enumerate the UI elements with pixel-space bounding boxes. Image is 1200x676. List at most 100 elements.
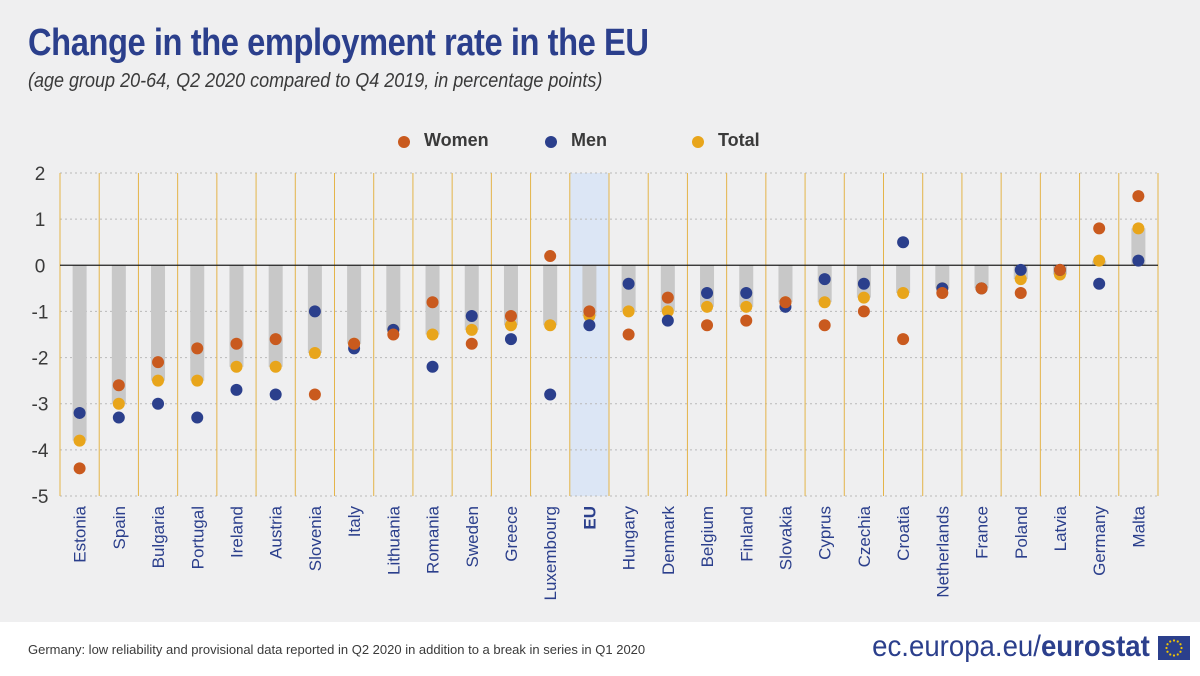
men-dot	[152, 397, 165, 410]
footer: Germany: low reliability and provisional…	[0, 622, 1200, 676]
total-dot	[1132, 222, 1145, 235]
total-dot	[112, 397, 125, 410]
men-dot	[308, 305, 321, 318]
flag-star	[1179, 650, 1182, 653]
x-tick-label: Spain	[110, 506, 129, 549]
x-tick-label: Latvia	[1051, 505, 1070, 551]
men-dot	[622, 277, 635, 290]
men-dot	[583, 319, 596, 332]
women-dot	[779, 296, 792, 309]
x-tick-label: Slovenia	[306, 505, 325, 571]
men-dot	[269, 388, 282, 401]
total-dot	[269, 360, 282, 373]
flag-star	[1179, 643, 1182, 646]
chart-title: Change in the employment rate in the EU	[28, 22, 649, 64]
flag-star	[1169, 653, 1172, 656]
women-dot	[975, 282, 988, 295]
chart-area: 2 1 0 -1 -2 -3 -4 -5 Estonia Spain Bulgaria Portug…	[32, 130, 1159, 601]
x-tick-label: Portugal	[188, 506, 207, 569]
women-dot	[661, 291, 674, 304]
eu-highlight-band	[569, 173, 609, 496]
x-tick-label: Netherlands	[933, 506, 952, 598]
total-dot	[230, 360, 243, 373]
legend-label-men: Men	[571, 130, 607, 150]
total-dot	[857, 291, 870, 304]
men-dot	[230, 383, 243, 396]
men-dot	[740, 286, 753, 299]
x-tick-label: France	[973, 506, 992, 559]
flag-star	[1165, 646, 1168, 650]
total-bar	[151, 265, 166, 381]
women-dot	[112, 379, 125, 392]
women-dot	[740, 314, 753, 327]
total-bar	[700, 265, 715, 307]
total-bar	[896, 265, 911, 293]
flag-star	[1166, 643, 1169, 646]
women-dot	[191, 342, 204, 355]
women-dot	[269, 333, 282, 346]
x-tick-label: Estonia	[71, 505, 90, 562]
total-dot	[818, 296, 831, 309]
y-tick-label: -1	[32, 302, 49, 323]
footnote: Germany: low reliability and provisional…	[28, 642, 646, 657]
chart-subtitle: (age group 20-64, Q2 2020 compared to Q4…	[28, 70, 603, 92]
men-dot	[73, 406, 86, 419]
men-dot	[465, 310, 478, 323]
brand-prefix: ec.europa.eu/	[872, 630, 1042, 663]
x-tick-label: Bulgaria	[149, 505, 168, 568]
x-tick-label: EU	[580, 506, 599, 530]
total-bar	[111, 265, 126, 404]
x-tick-label: Luxembourg	[541, 506, 560, 601]
total-dot	[73, 434, 86, 447]
x-tick-label: Lithuania	[384, 505, 403, 575]
women-dot	[73, 462, 86, 475]
total-dot	[465, 323, 478, 336]
women-dot	[152, 356, 165, 369]
x-tick-label: Slovakia	[776, 505, 795, 570]
women-dot	[936, 286, 949, 299]
men-dot	[857, 277, 870, 290]
x-tick-label: Hungary	[620, 506, 639, 571]
total-bar	[503, 265, 518, 326]
women-dot	[583, 305, 596, 318]
men-dot	[112, 411, 125, 424]
women-dot	[426, 296, 439, 309]
women-dot	[818, 319, 831, 332]
total-bar	[229, 265, 244, 367]
y-tick-label: 2	[35, 164, 46, 185]
legend-marker-total	[692, 136, 704, 148]
women-dot	[348, 337, 361, 350]
x-tick-label: Germany	[1090, 506, 1109, 576]
men-dot	[504, 333, 517, 346]
total-bar	[386, 265, 401, 330]
total-dot	[661, 305, 674, 318]
eurostat-brand[interactable]: ec.europa.eu/eurostat	[872, 630, 1150, 664]
legend-label-women: Women	[424, 130, 489, 150]
x-tick-label: Sweden	[463, 506, 482, 567]
men-dot	[701, 286, 714, 299]
women-dot	[544, 250, 557, 263]
y-tick-label: -3	[32, 395, 49, 416]
flag-star	[1172, 654, 1176, 657]
women-dot	[1132, 190, 1145, 203]
total-dot	[308, 346, 321, 359]
total-dot	[1014, 273, 1027, 286]
eu-flag-icon	[1158, 636, 1190, 660]
women-dot	[622, 328, 635, 341]
x-tick-label: Croatia	[894, 505, 913, 560]
y-tick-label: -2	[32, 349, 49, 370]
y-tick-label: 1	[35, 210, 46, 231]
y-tick-label: -4	[32, 441, 49, 462]
total-bar	[974, 265, 989, 289]
total-bar	[739, 265, 754, 307]
brand-name: eurostat	[1041, 630, 1150, 663]
flag-star	[1172, 639, 1176, 642]
x-tick-label: Austria	[267, 505, 286, 558]
y-tick-label: -5	[32, 487, 49, 508]
total-dot	[740, 300, 753, 313]
women-dot	[1014, 286, 1027, 299]
men-dot	[1093, 277, 1106, 290]
x-tick-label: Cyprus	[816, 506, 835, 560]
total-dot	[191, 374, 204, 387]
total-bar	[72, 265, 87, 441]
